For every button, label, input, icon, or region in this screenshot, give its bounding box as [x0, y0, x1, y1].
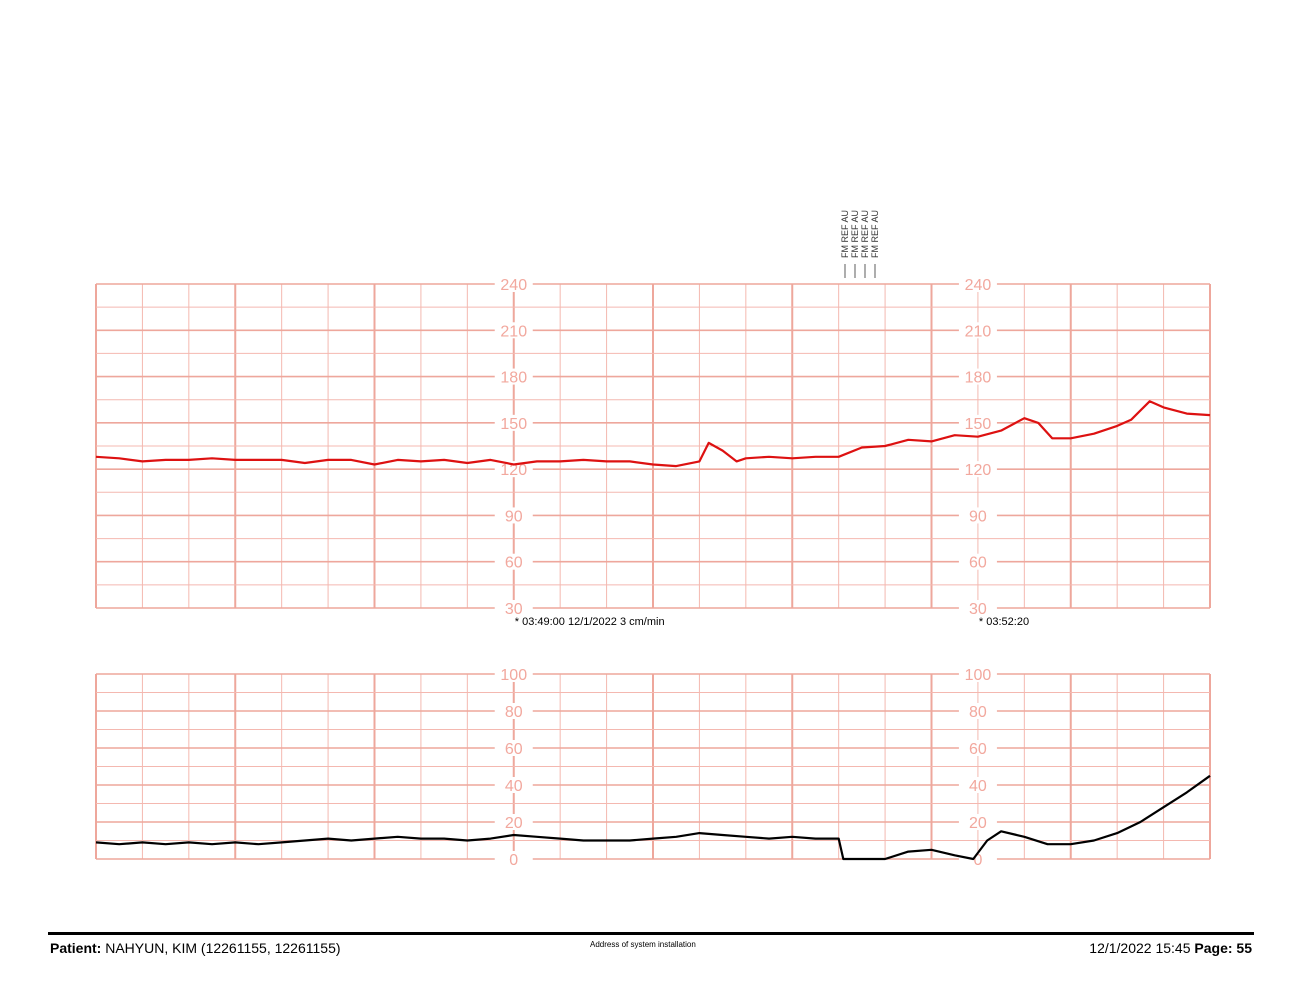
tick-label-bg: [494, 414, 533, 431]
tick-label-bg: [958, 276, 997, 292]
page-number: 55: [1236, 940, 1252, 956]
tick-label-bg: [958, 414, 997, 431]
tick-label-bg: [494, 666, 533, 682]
tick-label-bg: [494, 368, 533, 385]
patient-value: NAHYUN, KIM (12261155, 12261155): [105, 940, 341, 956]
print-info: 12/1/2022 15:45 Page: 55: [1089, 940, 1252, 956]
system-address: Address of system installation: [590, 940, 696, 949]
y-tick-label: 60: [969, 555, 987, 572]
patient-label: Patient:: [50, 940, 102, 956]
legend-label: FM REF AU: [850, 210, 860, 258]
y-tick-label: 150: [965, 416, 992, 433]
page-label: Page:: [1194, 940, 1233, 956]
tick-label-bg: [494, 740, 533, 756]
y-tick-label: 90: [505, 508, 523, 525]
y-tick-label: 30: [969, 601, 987, 618]
tick-label-bg: [958, 814, 997, 830]
legend-label: FM REF AU: [860, 210, 870, 258]
y-tick-label: 40: [969, 778, 987, 795]
toco-panel: 100 80 60 40 20 0 100 80 60 40 20 0: [95, 666, 1211, 869]
y-tick-label: 80: [969, 704, 987, 721]
y-tick-label: 20: [969, 815, 987, 832]
y-tick-label: 180: [965, 370, 992, 387]
y-tick-label: 210: [965, 323, 992, 340]
tick-label-bg: [494, 322, 533, 339]
y-tick-label: 60: [505, 555, 523, 572]
ctg-strip: 240 210 180 150 120 90 60 30 240 210 180 150 120 90 60…: [95, 210, 1211, 869]
tick-label-bg: [958, 507, 997, 524]
tick-label-bg: [958, 368, 997, 385]
tick-label-bg: [958, 740, 997, 756]
tick-label-bg: [494, 461, 533, 478]
tick-label-bg: [494, 276, 533, 292]
timestamp-annotation: * 03:49:00 12/1/2022 3 cm/min: [515, 616, 665, 628]
toco-trace: [95, 774, 1211, 861]
footer-divider: [48, 932, 1254, 935]
print-datetime: 12/1/2022 15:45: [1089, 940, 1191, 956]
y-tick-label: 100: [500, 667, 527, 684]
tick-label-bg: [494, 507, 533, 524]
y-tick-label: 240: [965, 277, 992, 294]
legend-label: FM REF AU: [870, 210, 880, 258]
tick-label-bg: [958, 777, 997, 793]
y-tick-label: 20: [505, 815, 523, 832]
y-tick-label: 60: [969, 741, 987, 758]
tick-label-bg: [494, 553, 533, 570]
tick-label-bg: [494, 777, 533, 793]
tick-label-bg: [494, 703, 533, 719]
tick-label-bg: [958, 553, 997, 570]
y-tick-label: 100: [965, 667, 992, 684]
y-tick-label: 120: [500, 462, 527, 479]
tick-label-bg: [958, 461, 997, 478]
y-tick-label: 30: [505, 601, 523, 618]
timestamp-annotation: * 03:52:20: [979, 616, 1029, 628]
legend-label: FM REF AU: [840, 210, 850, 258]
y-tick-label: 60: [505, 741, 523, 758]
tick-label-bg: [494, 600, 533, 616]
fhr-panel: 240 210 180 150 120 90 60 30 240 210 180 150 120 90 60…: [95, 210, 1211, 628]
tick-label-bg: [494, 851, 533, 867]
tick-label-bg: [958, 600, 997, 616]
y-tick-label: 90: [969, 508, 987, 525]
tick-label-bg: [958, 851, 997, 867]
tick-label-bg: [958, 666, 997, 682]
fhr-trace: [95, 400, 1211, 468]
patient-info: Patient: NAHYUN, KIM (12261155, 12261155…: [50, 940, 341, 956]
y-tick-label: 120: [965, 462, 992, 479]
y-tick-label: 0: [973, 852, 982, 869]
y-tick-label: 240: [500, 277, 527, 294]
y-tick-label: 0: [509, 852, 518, 869]
y-tick-label: 150: [500, 416, 527, 433]
tick-label-bg: [958, 322, 997, 339]
y-tick-label: 210: [500, 323, 527, 340]
y-tick-label: 180: [500, 370, 527, 387]
y-tick-label: 80: [505, 704, 523, 721]
tick-label-bg: [958, 703, 997, 719]
tick-label-bg: [494, 814, 533, 830]
y-tick-label: 40: [505, 778, 523, 795]
